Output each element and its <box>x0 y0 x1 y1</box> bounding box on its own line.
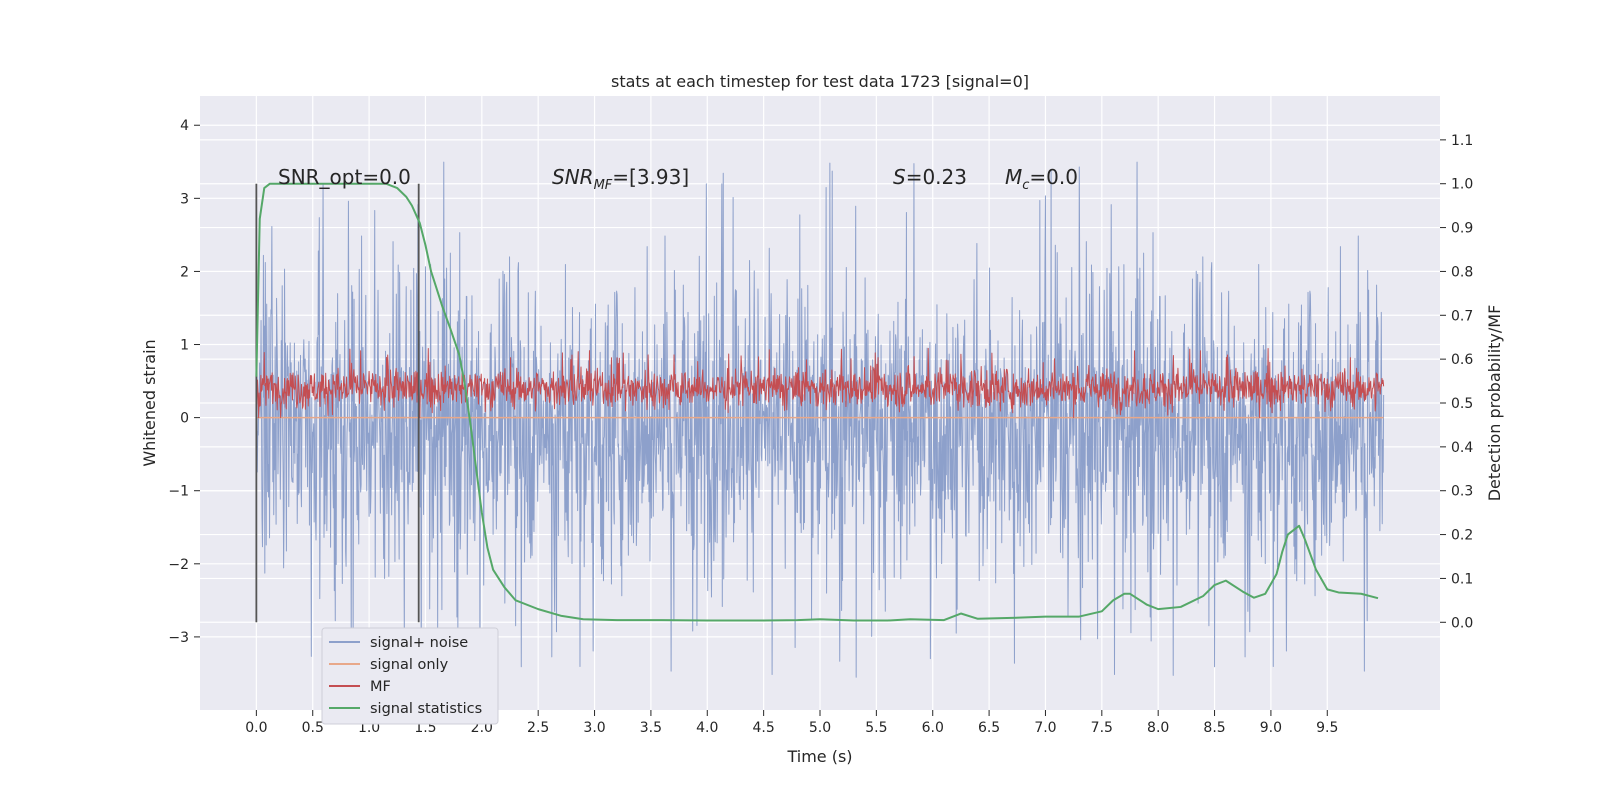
right-tick-label: 0.1 <box>1451 571 1473 587</box>
chart-title: stats at each timestep for test data 172… <box>611 72 1029 91</box>
legend: signal+ noise signal only MF signal stat… <box>321 627 499 725</box>
legend-label-signal-only: signal only <box>370 657 449 673</box>
x-tick-label: 4.5 <box>753 720 775 736</box>
annotation-snr-opt: SNR_opt=0.0 <box>278 165 411 189</box>
x-tick-label: 6.5 <box>978 720 1000 736</box>
signal-noise-line <box>255 161 1385 678</box>
y-tick-label: 3 <box>180 191 189 207</box>
y-tick-label: 2 <box>180 264 189 280</box>
annotation-snr-mf-value: =[3.93] <box>612 165 689 189</box>
x-tick-label: 5.0 <box>809 720 831 736</box>
x-tick-label: 5.5 <box>865 720 887 736</box>
y-tick-label: 4 <box>180 118 189 134</box>
x-tick-label: 8.5 <box>1203 720 1225 736</box>
signal-noise-series <box>255 161 1385 678</box>
y-tick-labels: 4 3 2 1 0 −1 −2 −3 <box>168 118 200 646</box>
y-tick-label: −2 <box>168 557 189 573</box>
annotation-snr-mf: SNRMF=[3.93] <box>552 165 689 193</box>
mf-series <box>255 347 1385 419</box>
signal-statistics-series <box>255 182 1379 622</box>
right-tick-label: 0.5 <box>1451 396 1473 412</box>
x-tick-label: 6.0 <box>922 720 944 736</box>
annotation-mc-symbol: M <box>1005 165 1022 189</box>
annotations: SNR_opt=0.0 SNRMF=[3.93] S=0.23 Mc=0.0 <box>278 165 1078 193</box>
x-axis-title: Time (s) <box>786 747 852 766</box>
legend-box <box>321 627 499 725</box>
x-tick-label: 8.0 <box>1147 720 1169 736</box>
right-tick-label: 0.9 <box>1451 221 1473 237</box>
signal-statistics-line <box>255 182 1379 622</box>
x-tick-label: 3.5 <box>640 720 662 736</box>
legend-label-signal-statistics: signal statistics <box>370 701 482 717</box>
right-tick-label: 0.4 <box>1451 440 1473 456</box>
right-tick-labels: 1.1 1.0 0.9 0.8 0.7 0.6 0.5 0.4 0.3 0.2 0.1 0.0 <box>1440 133 1473 631</box>
x-tick-label: 0.0 <box>245 720 267 736</box>
right-tick-label: 0.8 <box>1451 264 1473 280</box>
x-tick-label: 7.5 <box>1091 720 1113 736</box>
right-tick-label: 0.3 <box>1451 484 1473 500</box>
right-tick-label: 1.0 <box>1451 177 1473 193</box>
right-tick-label: 0.7 <box>1451 308 1473 324</box>
legend-label-signal-noise: signal+ noise <box>370 635 468 651</box>
right-tick-label: 0.2 <box>1451 528 1473 544</box>
right-tick-label: 0.0 <box>1451 615 1473 631</box>
x-tick-label: 4.0 <box>696 720 718 736</box>
y-tick-label: −1 <box>168 484 189 500</box>
x-tick-label: 9.5 <box>1316 720 1338 736</box>
x-tick-label: 2.5 <box>527 720 549 736</box>
y-tick-label: 1 <box>180 338 189 354</box>
right-axis-title: Detection probability/MF <box>1485 305 1504 502</box>
x-tick-label: 3.0 <box>583 720 605 736</box>
x-tick-label: 9.0 <box>1260 720 1282 736</box>
annotation-s: S=0.23 <box>893 165 967 189</box>
annotation-snr-mf-symbol: SNR <box>552 165 594 189</box>
x-tick-label: 0.5 <box>302 720 324 736</box>
annotation-s-symbol: S <box>893 165 906 189</box>
y-tick-label: −3 <box>168 630 189 646</box>
annotation-mc-value: =0.0 <box>1029 165 1078 189</box>
annotation-snr-mf-subscript: MF <box>594 178 613 193</box>
right-tick-label: 1.1 <box>1451 133 1473 149</box>
legend-label-mf: MF <box>370 679 391 695</box>
y-axis-title: Whitened strain <box>140 339 159 466</box>
right-tick-label: 0.6 <box>1451 352 1473 368</box>
y-tick-label: 0 <box>180 411 189 427</box>
annotation-mc-subscript: c <box>1022 178 1029 193</box>
x-tick-label: 7.0 <box>1034 720 1056 736</box>
annotation-s-value: =0.23 <box>906 165 967 189</box>
mf-line <box>255 347 1385 419</box>
vertical-markers <box>255 183 420 623</box>
annotation-mc: Mc=0.0 <box>1005 165 1078 193</box>
